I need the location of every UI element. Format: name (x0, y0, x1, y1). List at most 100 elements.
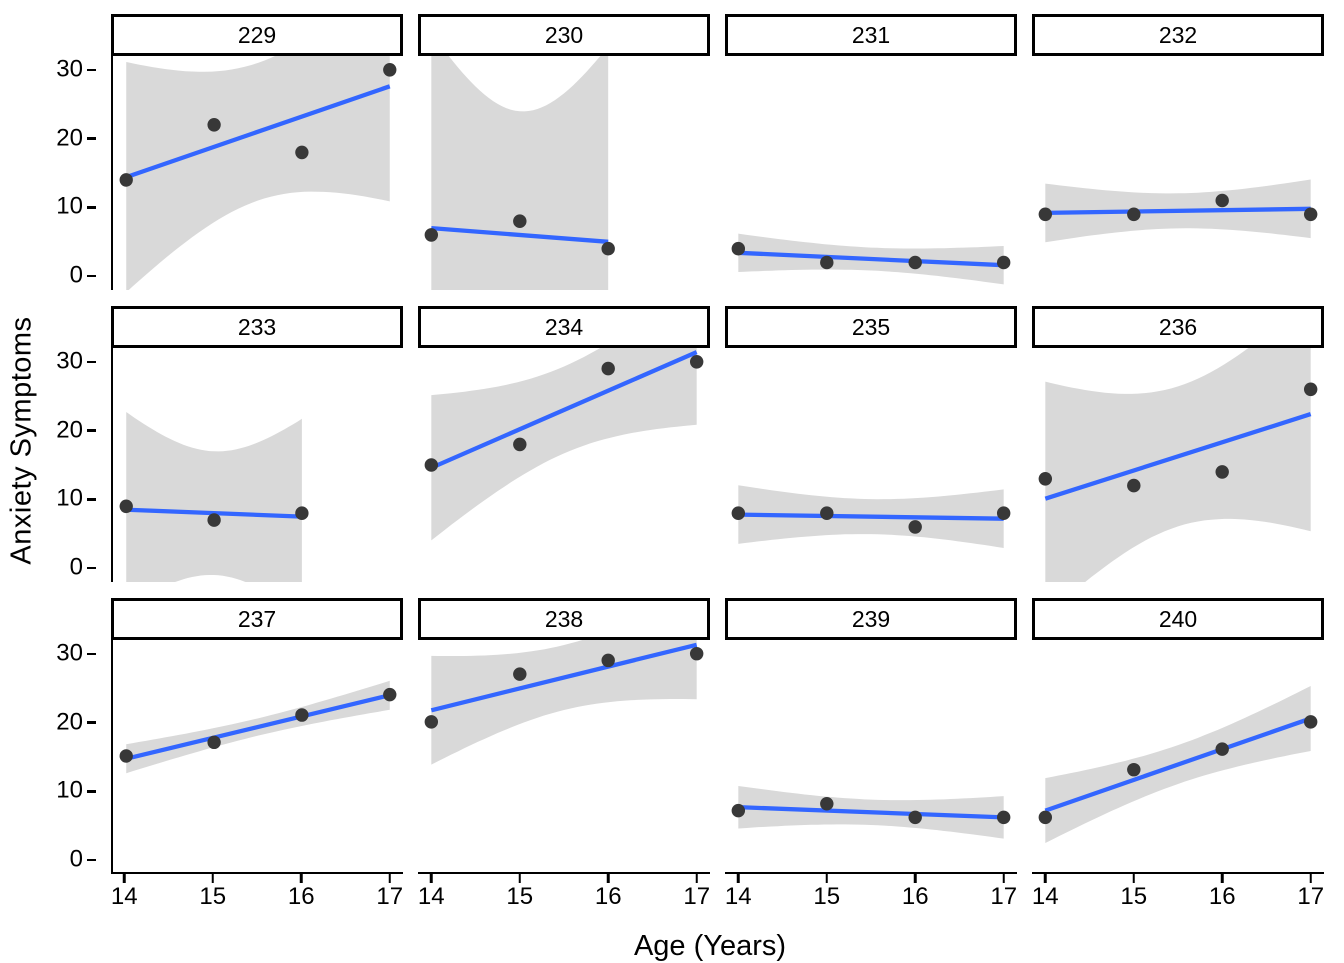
facet-plot-canvas (731, 233, 1011, 285)
facet-plot-canvas (1038, 686, 1318, 844)
data-point (689, 646, 704, 661)
regression-line (1044, 412, 1312, 501)
facet-plot-canvas (424, 348, 704, 541)
confidence-ribbon (126, 412, 302, 582)
facet-plot-canvas (119, 680, 397, 774)
data-point (820, 506, 834, 520)
facet-plot-canvas (424, 640, 704, 765)
x-tick-mark (518, 874, 521, 883)
y-tick-mark (87, 498, 96, 501)
facet-240: 240 14 15 16 17 (1032, 598, 1324, 912)
y-tick-mark (87, 721, 96, 724)
regression-line (125, 84, 391, 180)
facet-plot-canvas (731, 785, 1011, 839)
x-tick-mark (913, 874, 917, 883)
y-tick-mark (87, 137, 96, 140)
regression-line (125, 693, 391, 761)
facet-232: 232 (1032, 14, 1324, 290)
facet-label: 239 (851, 605, 891, 632)
x-axis: 14 15 16 17 (1032, 874, 1324, 912)
facet-panel (111, 640, 403, 874)
facet-strip: 234 (418, 306, 710, 348)
x-tick-mark (737, 874, 740, 883)
facet-panel (418, 640, 710, 874)
facet-label: 237 (237, 605, 277, 632)
regression-line (1045, 206, 1311, 216)
y-tick-label: 30 (56, 347, 83, 375)
confidence-ribbon (431, 56, 609, 290)
facet-label: 229 (237, 21, 277, 48)
data-point (119, 499, 133, 514)
y-axis-title: Anxiety Symptoms (5, 315, 38, 565)
facet-strip: 231 (725, 14, 1017, 56)
data-point (295, 145, 309, 160)
data-point (295, 708, 309, 722)
facet-label: 238 (544, 605, 584, 632)
x-tick-label: 16 (287, 883, 315, 910)
data-point (424, 715, 439, 729)
y-tick-label: 0 (69, 261, 83, 289)
regression-line (738, 250, 1004, 268)
facet-panel (1032, 348, 1324, 582)
y-tick-label: 0 (69, 845, 83, 873)
facet-plot-canvas (119, 56, 397, 290)
x-tick-mark (695, 874, 698, 883)
y-tick-mark (87, 206, 96, 209)
data-point (820, 797, 834, 811)
y-tick-label: 20 (56, 416, 83, 444)
data-point (1127, 207, 1141, 222)
confidence-ribbon (431, 640, 697, 765)
x-tick-label: 17 (990, 883, 1018, 910)
y-tick-label: 10 (56, 192, 83, 220)
facet-235: 235 (725, 306, 1017, 582)
data-point (119, 749, 133, 763)
x-tick-mark (299, 874, 303, 883)
regression-line (431, 225, 609, 244)
y-tick-mark (87, 566, 96, 570)
facet-strip: 229 (111, 14, 403, 56)
data-point (207, 118, 221, 132)
facet-label: 236 (1158, 313, 1198, 340)
y-tick-label: 10 (56, 776, 83, 804)
y-tick-label: 30 (56, 55, 83, 83)
data-point (1038, 810, 1053, 825)
data-point (424, 458, 439, 472)
facet-plot-canvas (424, 56, 615, 290)
data-point (1215, 193, 1229, 208)
x-tick-label: 14 (1031, 883, 1059, 910)
data-point (731, 803, 746, 818)
facet-grid: 0 10 20 30 229 230 231 232 0 10 20 30 233 234 235 236 0 1… (44, 14, 1324, 928)
data-point (731, 241, 746, 256)
y-tick-mark (87, 790, 96, 793)
facet-strip: 230 (418, 14, 710, 56)
x-tick-mark (1132, 874, 1135, 883)
facet-229: 229 (111, 14, 403, 290)
data-point (996, 255, 1011, 270)
data-point (207, 735, 221, 750)
x-tick-label: 15 (813, 883, 841, 910)
data-point (1303, 207, 1318, 222)
facet-plot-canvas (1038, 348, 1318, 582)
x-tick-label: 15 (1120, 883, 1148, 910)
x-tick-label: 17 (376, 883, 404, 910)
regression-line (738, 805, 1004, 820)
regression-line (1044, 716, 1312, 813)
facet-238: 238 14 15 16 17 (418, 598, 710, 912)
data-point (689, 355, 704, 369)
facet-row: 0 10 20 30 229 230 231 232 (44, 14, 1324, 290)
x-axis: 14 15 16 17 (111, 874, 403, 912)
data-point (424, 228, 439, 242)
facet-row: 0 10 20 30 233 234 235 236 (44, 306, 1324, 582)
facet-strip: 232 (1032, 14, 1324, 56)
facet-230: 230 (418, 14, 710, 290)
data-point (1303, 382, 1318, 397)
data-point (513, 667, 527, 681)
data-point (1215, 742, 1229, 756)
x-tick-mark (825, 874, 828, 883)
x-axis: 14 15 16 17 (418, 874, 710, 912)
facet-panel (725, 348, 1017, 582)
facet-panel (1032, 56, 1324, 290)
x-tick-mark (211, 874, 214, 883)
facet-label: 234 (544, 313, 584, 340)
x-tick-label: 17 (683, 883, 711, 910)
